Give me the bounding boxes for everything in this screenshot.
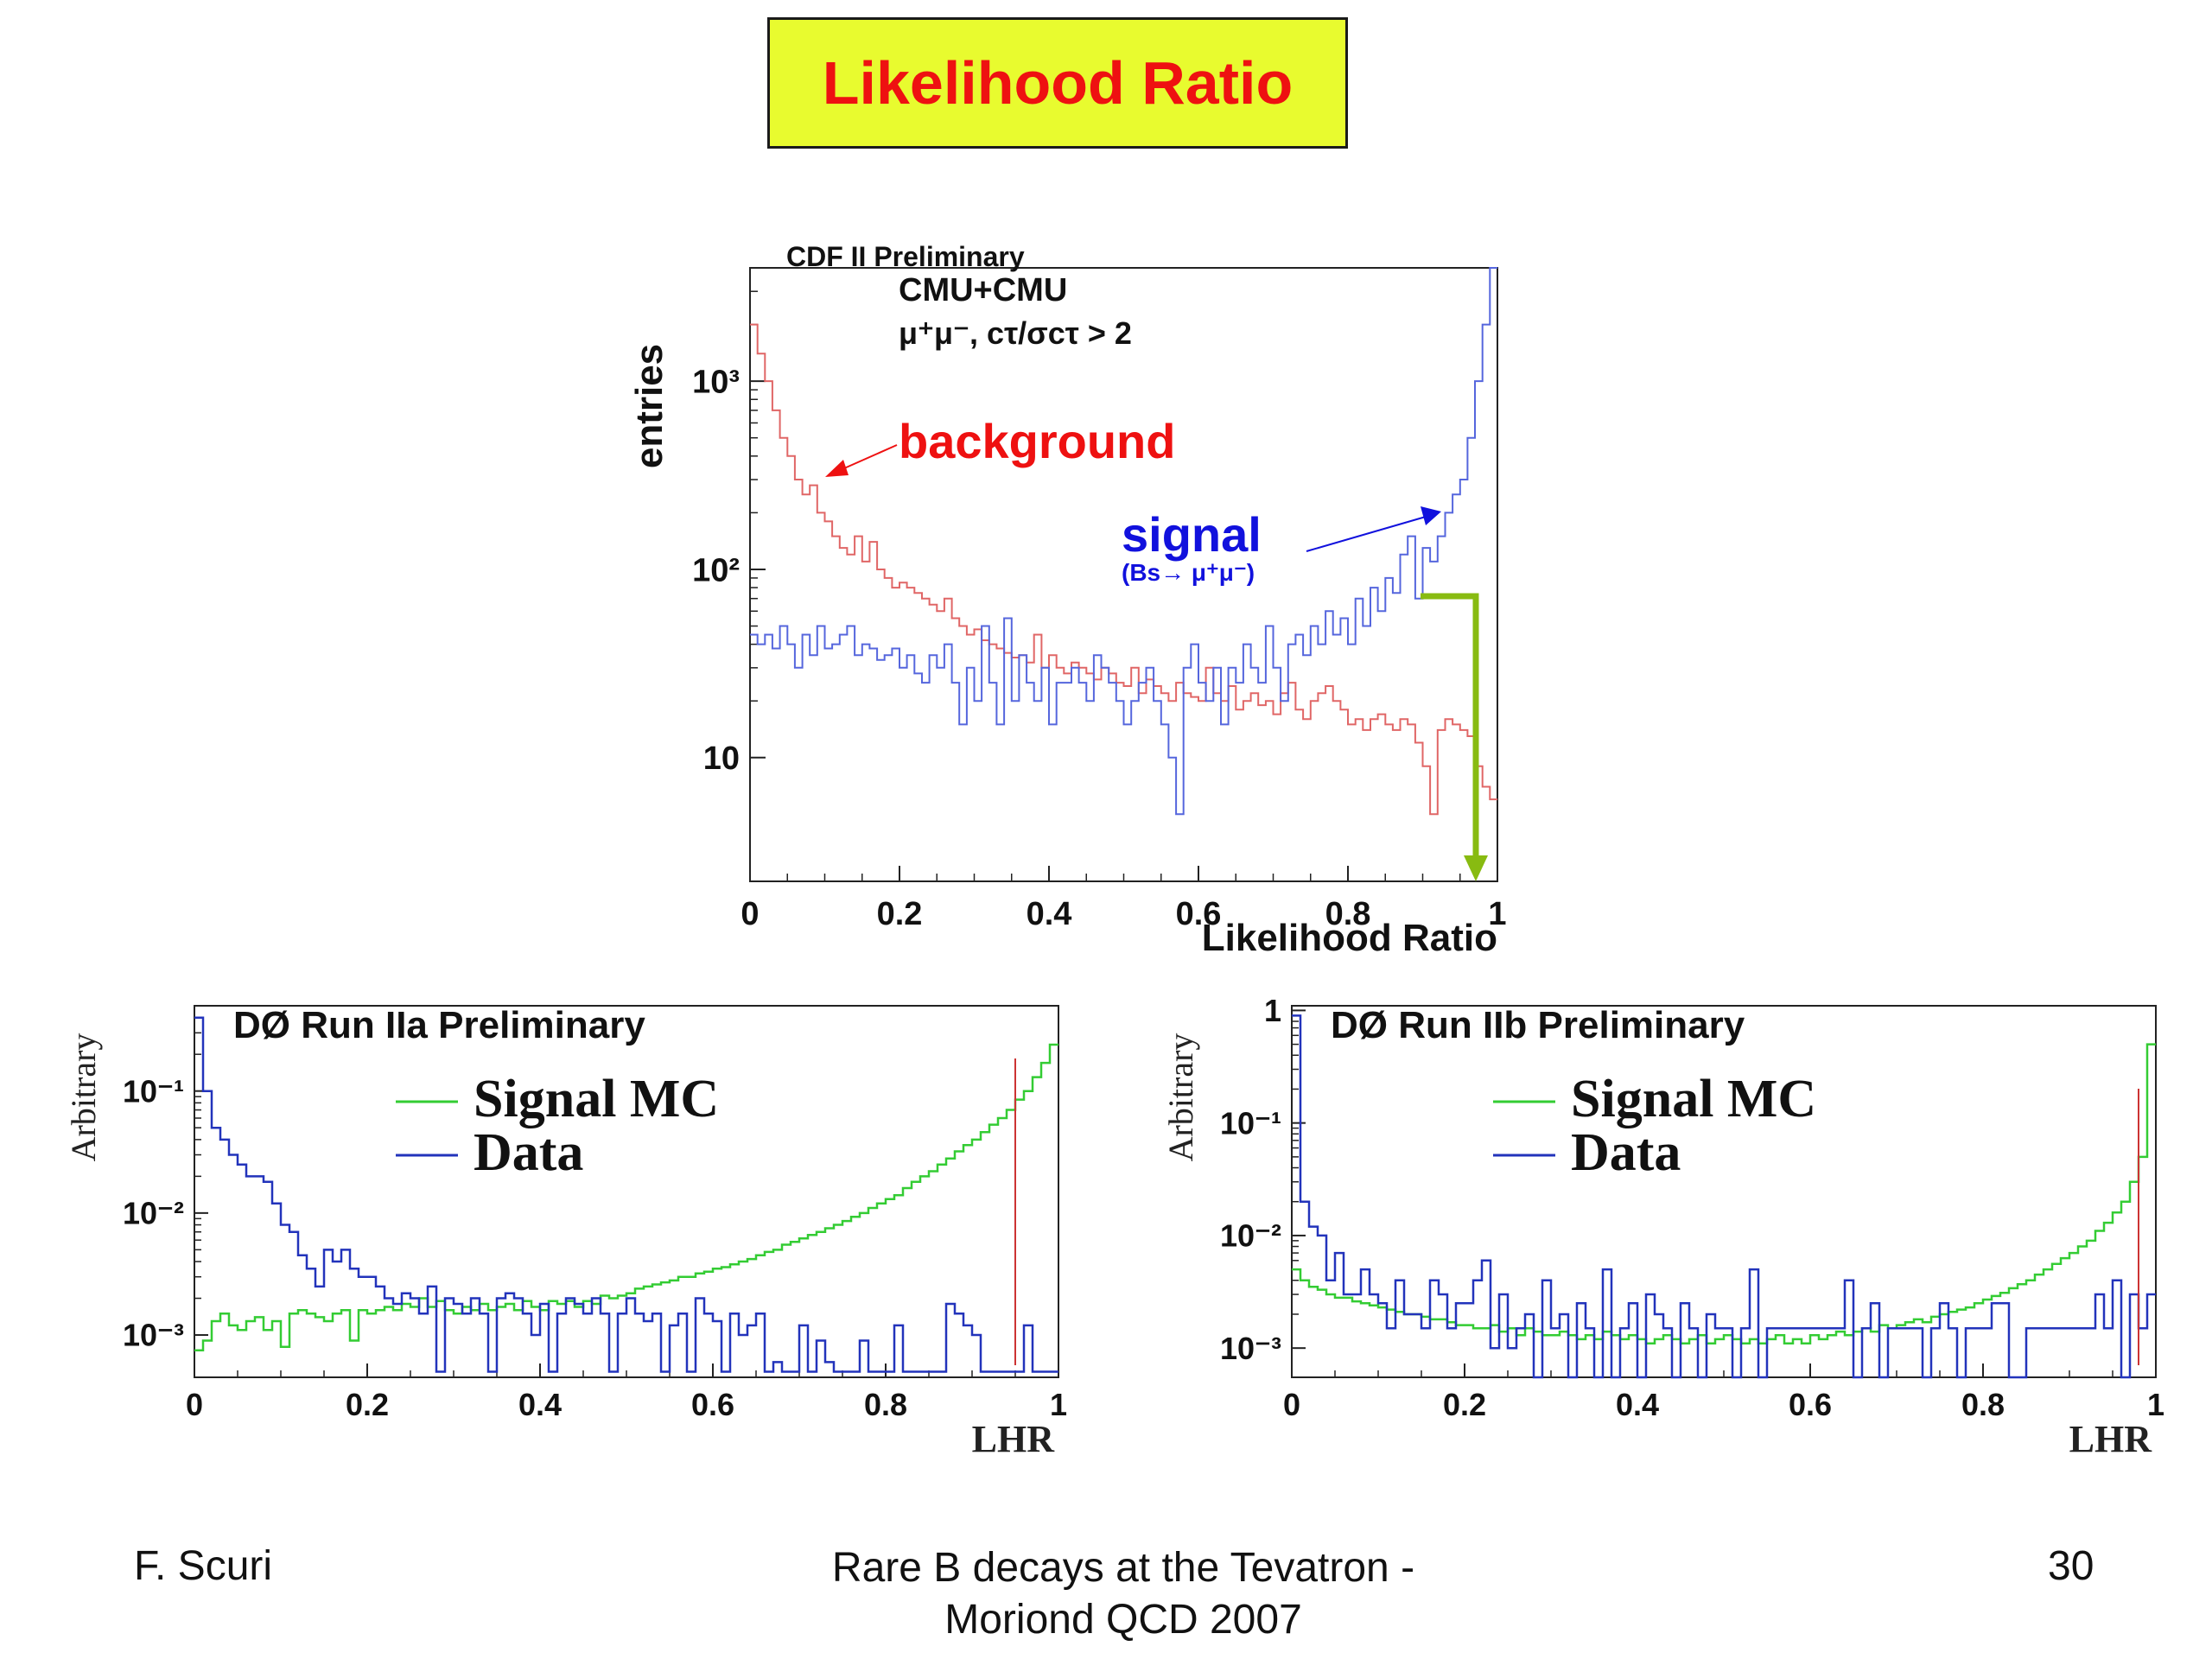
y-tick-label: 10⁻² — [1220, 1218, 1281, 1254]
series-signal-mc — [194, 1043, 1058, 1351]
cdf-signal-sublabel: (Bs→ μ⁺μ⁻) — [1122, 559, 1255, 586]
cdf-ylabel: entries — [628, 344, 671, 468]
series-data — [194, 1016, 1058, 1373]
cdf-cut-arrow — [1421, 593, 1488, 881]
d0a-title: DØ Run IIa Preliminary — [233, 1004, 645, 1046]
x-tick-label: 1 — [2147, 1387, 2164, 1422]
cdf-axis-ticks: 0 0.2 0.4 0.6 0.8 1 10 10² 10³ — [692, 267, 1507, 932]
cdf-xlabel: Likelihood Ratio — [1202, 917, 1497, 959]
slide-title: Likelihood Ratio — [822, 49, 1294, 117]
x-tick-label: 0.2 — [346, 1387, 389, 1422]
footer-author: F. Scuri — [134, 1543, 273, 1589]
x-tick-label: 0 — [741, 896, 759, 932]
d0b-axis-ticks: 0 0.2 0.4 0.6 0.8 1 10⁻³ 10⁻² 10⁻¹ 1 — [1220, 994, 2164, 1422]
cdf-series-group — [750, 267, 1497, 816]
cdf-likelihood-chart: 0 0.2 0.4 0.6 0.8 1 10 10² 10³ CDF II Preliminar… — [628, 241, 1507, 959]
x-tick-label: 0.4 — [1027, 896, 1072, 932]
d0a-legend-data-label: Data — [474, 1123, 583, 1182]
cdf-annotation-detector: CMU+CMU — [899, 272, 1067, 308]
x-tick-label: 1 — [1488, 896, 1506, 932]
cdf-title: CDF II Preliminary — [786, 241, 1025, 272]
x-tick-label: 0.6 — [1789, 1387, 1832, 1422]
d0b-legend-signal-label: Signal MC — [1571, 1070, 1816, 1128]
series-background — [750, 323, 1497, 816]
cdf-signal-arrow — [1306, 506, 1441, 552]
y-tick-label: 10⁻¹ — [123, 1073, 184, 1109]
d0a-legend-signal-label: Signal MC — [474, 1070, 719, 1128]
d0a-xlabel: LHR — [972, 1418, 1056, 1460]
d0b-series-group — [1292, 1014, 2156, 1379]
y-tick-label: 10⁻¹ — [1220, 1105, 1281, 1141]
cdf-signal-label: signal — [1122, 507, 1262, 562]
footer-talk-line2: Moriond QCD 2007 — [944, 1597, 1302, 1643]
x-tick-label: 0 — [186, 1387, 203, 1422]
footer-talk-line1: Rare B decays at the Tevatron - — [831, 1545, 1415, 1591]
d0b-ylabel: Arbitrary — [1161, 1033, 1200, 1162]
y-tick-label: 10³ — [692, 364, 740, 400]
cdf-annotation-cut: μ⁺μ⁻, cτ/σcτ > 2 — [899, 315, 1132, 351]
x-tick-label: 0.2 — [877, 896, 923, 932]
x-tick-label: 1 — [1050, 1387, 1067, 1422]
slide-title-box: Likelihood Ratio — [767, 17, 1348, 149]
y-tick-label: 10 — [703, 741, 740, 777]
series-data — [1292, 1014, 2156, 1379]
y-tick-label: 10⁻³ — [123, 1318, 184, 1353]
d0b-xlabel: LHR — [2069, 1418, 2153, 1460]
x-tick-label: 0.2 — [1443, 1387, 1486, 1422]
d0b-legend: Signal MC Data — [1493, 1070, 1816, 1182]
x-tick-label: 0.4 — [518, 1387, 562, 1422]
d0b-title: DØ Run IIb Preliminary — [1331, 1004, 1745, 1046]
cdf-background-arrow — [825, 444, 898, 477]
page-number: 30 — [2048, 1543, 2094, 1589]
d0-run2b-lhr-chart: 0 0.2 0.4 0.6 0.8 1 10⁻³ 10⁻² 10⁻¹ 1 DØ Run IIb P… — [1161, 994, 2164, 1460]
d0a-ylabel: Arbitrary — [64, 1033, 103, 1162]
d0-run2a-lhr-chart: 0 0.2 0.4 0.6 0.8 1 10⁻³ 10⁻² 10⁻¹ DØ Run IIa Pr… — [64, 1004, 1067, 1460]
d0a-series-group — [194, 1016, 1058, 1373]
footer-talk-title: Rare B decays at the Tevatron - Moriond … — [778, 1542, 1469, 1646]
x-tick-label: 0.6 — [1176, 896, 1222, 932]
d0a-legend: Signal MC Data — [396, 1070, 719, 1182]
x-tick-label: 0 — [1283, 1387, 1300, 1422]
series-signal — [750, 267, 1497, 816]
y-tick-label: 10⁻² — [123, 1195, 184, 1230]
x-tick-label: 0.8 — [864, 1387, 907, 1422]
y-tick-label: 10⁻³ — [1220, 1331, 1281, 1366]
y-tick-label: 1 — [1264, 994, 1281, 1028]
d0b-legend-data-label: Data — [1571, 1123, 1681, 1182]
x-tick-label: 0.8 — [1325, 896, 1371, 932]
cdf-background-label: background — [899, 414, 1175, 468]
x-tick-label: 0.6 — [691, 1387, 734, 1422]
y-tick-label: 10² — [692, 552, 740, 588]
d0a-axis-ticks: 0 0.2 0.4 0.6 0.8 1 10⁻³ 10⁻² 10⁻¹ — [123, 1005, 1067, 1422]
x-tick-label: 0.4 — [1616, 1387, 1659, 1422]
x-tick-label: 0.8 — [1961, 1387, 2005, 1422]
